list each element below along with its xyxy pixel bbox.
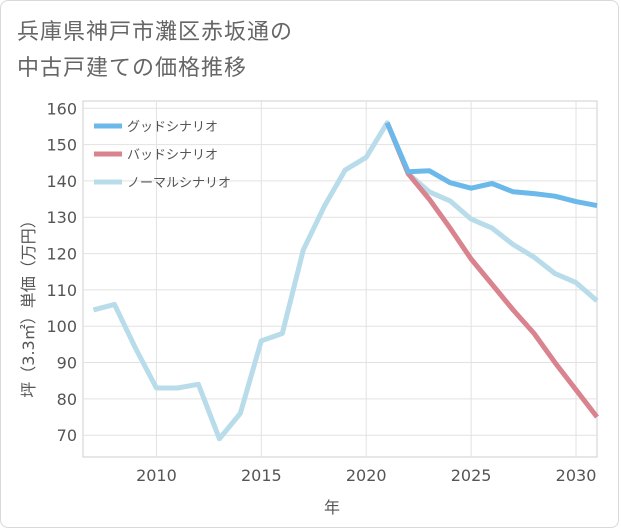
y-tick-label: 90 [57, 354, 77, 373]
grid-lines [82, 100, 598, 458]
y-axis-title: 坪（3.3㎡）単価（万円） [19, 212, 38, 397]
y-tick-label: 130 [46, 208, 77, 227]
plot-border [82, 100, 598, 458]
legend-label-0: グッドシナリオ [127, 120, 218, 135]
x-tick-label: 2010 [136, 466, 177, 485]
x-tick-label: 2015 [241, 466, 282, 485]
series-line-1 [384, 121, 599, 419]
legend-label-1: バッドシナリオ [127, 148, 218, 163]
series-lines [92, 120, 599, 442]
y-tick-label: 160 [46, 99, 77, 118]
y-tick-label: 140 [46, 172, 77, 191]
y-tick-label: 150 [46, 136, 77, 155]
x-tick-label: 2025 [451, 466, 492, 485]
y-tick-labels: 70 80 90 100 110 120 130 140 150 160 [46, 99, 77, 445]
x-axis-title: 年 [324, 498, 340, 517]
y-tick-label: 120 [46, 245, 77, 264]
y-tick-label: 80 [57, 390, 77, 409]
y-tick-label: 100 [46, 317, 77, 336]
x-tick-label: 2020 [346, 466, 387, 485]
y-tick-label: 70 [57, 426, 77, 445]
chart-title-line-1: 兵庫県神戸市灘区赤坂通の [17, 20, 294, 45]
x-tick-labels: 2010 2015 2020 2025 2030 [136, 466, 596, 485]
y-tick-label: 110 [46, 281, 77, 300]
series-line-0 [92, 120, 599, 442]
chart-title: 兵庫県神戸市灘区赤坂通の 中古戸建ての価格推移 [17, 15, 293, 87]
chart-title-line-2: 中古戸建ての価格推移 [17, 56, 248, 81]
x-tick-label: 2030 [556, 466, 597, 485]
series-line-2 [384, 121, 598, 209]
legend-label-2: ノーマルシナリオ [127, 176, 231, 191]
